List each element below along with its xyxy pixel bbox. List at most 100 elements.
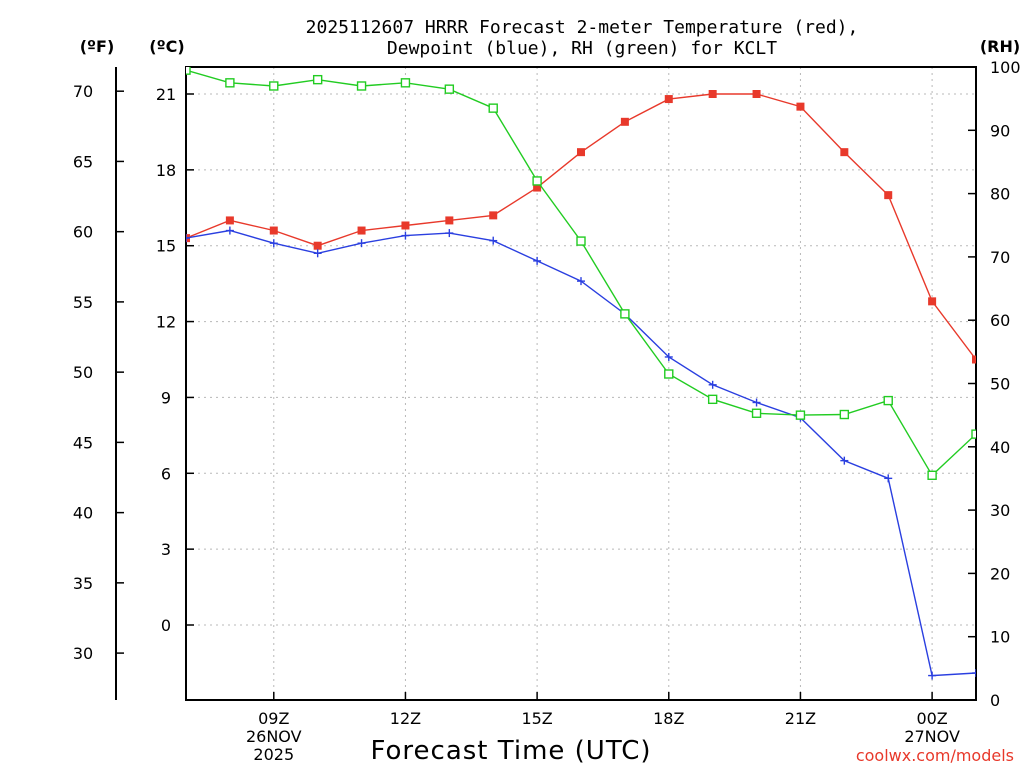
celsius-tick-label: 0 bbox=[161, 616, 171, 635]
rh-point bbox=[444, 84, 455, 94]
dewpoint-point bbox=[752, 398, 761, 407]
dewpoint-point bbox=[928, 671, 937, 680]
dewpoint-point bbox=[708, 380, 717, 389]
celsius-tick-label: 12 bbox=[156, 313, 176, 332]
x-tick-label: 26NOV bbox=[246, 727, 302, 746]
rh-point bbox=[400, 78, 411, 88]
rh-tick-label: 0 bbox=[990, 691, 1000, 710]
temperature-point bbox=[928, 297, 937, 306]
fahrenheit-tick-label: 35 bbox=[73, 574, 93, 593]
x-tick-label: 12Z bbox=[390, 709, 421, 728]
rh-point bbox=[664, 369, 674, 379]
dewpoint-point bbox=[225, 226, 234, 235]
x-tick-label: 2025 bbox=[253, 745, 294, 764]
rh-tick-label: 70 bbox=[990, 248, 1010, 267]
rh-point bbox=[839, 409, 850, 420]
temperature-point bbox=[884, 191, 893, 200]
dewpoint-point bbox=[972, 669, 976, 678]
series-line-dewpoint bbox=[186, 229, 976, 677]
temperature-point bbox=[708, 90, 717, 98]
chart-title-line-2: Dewpoint (blue), RH (green) for KCLT bbox=[387, 38, 777, 59]
rh-tick-label: 60 bbox=[990, 311, 1010, 330]
dewpoint-point bbox=[664, 352, 673, 361]
fahrenheit-tick-label: 40 bbox=[73, 504, 93, 523]
rh-point bbox=[356, 81, 367, 91]
celsius-tick-label: 15 bbox=[156, 237, 176, 256]
temperature-point bbox=[313, 241, 322, 250]
rh-point bbox=[488, 103, 498, 113]
dewpoint-point bbox=[357, 239, 366, 248]
fahrenheit-tick-label: 60 bbox=[73, 223, 93, 242]
rh-tick-label: 40 bbox=[990, 438, 1010, 457]
rh-point bbox=[312, 74, 323, 85]
x-axis-title: Forecast Time (UTC) bbox=[370, 736, 651, 766]
dewpoint-point bbox=[269, 239, 278, 248]
rh-point bbox=[225, 78, 235, 88]
temperature-point bbox=[620, 117, 629, 126]
series-temperature bbox=[186, 90, 976, 364]
temperature-point bbox=[796, 102, 805, 111]
rh-tick-label: 20 bbox=[990, 564, 1010, 583]
rh-point bbox=[620, 309, 630, 319]
temperature-point bbox=[445, 216, 454, 225]
temperature-point bbox=[401, 221, 410, 230]
temperature-point bbox=[664, 95, 673, 104]
rh-tick-label: 50 bbox=[990, 375, 1010, 394]
rh-point bbox=[795, 410, 806, 420]
x-tick-label: 27NOV bbox=[904, 727, 960, 746]
rh-point bbox=[707, 394, 718, 405]
rh-point bbox=[927, 470, 937, 480]
x-tick-label: 15Z bbox=[521, 709, 552, 728]
fahrenheit-tick-label: 65 bbox=[73, 152, 93, 171]
chart-title-line-1: 2025112607 HRRR Forecast 2-meter Tempera… bbox=[306, 17, 859, 38]
celsius-tick-label: 6 bbox=[161, 464, 171, 483]
dewpoint-point bbox=[313, 249, 322, 258]
temperature-point bbox=[225, 216, 234, 225]
temperature-point bbox=[577, 148, 585, 157]
fahrenheit-tick-label: 50 bbox=[73, 363, 93, 382]
rh-point bbox=[269, 81, 279, 91]
series-rh bbox=[186, 67, 976, 480]
axes bbox=[115, 66, 977, 701]
fahrenheit-tick-label: 70 bbox=[73, 82, 93, 101]
rh-tick-label: 30 bbox=[990, 501, 1010, 520]
celsius-tick-label: 21 bbox=[156, 85, 176, 104]
rh-unit-label: (RH) bbox=[980, 37, 1020, 56]
temperature-point bbox=[533, 183, 542, 192]
grid-lines bbox=[186, 67, 976, 700]
rh-tick-label: 100 bbox=[990, 58, 1021, 77]
x-tick-label: 09Z bbox=[258, 709, 289, 728]
plot-frame bbox=[185, 66, 977, 701]
temperature-point bbox=[840, 148, 849, 157]
dewpoint-point bbox=[577, 277, 585, 286]
rh-point bbox=[186, 67, 191, 75]
dewpoint-point bbox=[401, 231, 410, 240]
series-line-temperature bbox=[186, 93, 976, 360]
rh-tick-label: 80 bbox=[990, 185, 1010, 204]
rh-point bbox=[883, 395, 893, 406]
credit-label: coolwx.com/models bbox=[856, 746, 1014, 765]
celsius-tick-label: 18 bbox=[156, 161, 176, 180]
rh-point bbox=[971, 429, 976, 439]
fahrenheit-tick-label: 45 bbox=[73, 433, 93, 452]
temperature-point bbox=[489, 211, 498, 220]
celsius-tick-label: 3 bbox=[161, 540, 171, 559]
rh-point bbox=[576, 236, 586, 246]
series-dewpoint bbox=[186, 226, 976, 680]
dewpoint-point bbox=[489, 236, 498, 245]
temperature-point bbox=[269, 226, 278, 235]
series-layer bbox=[186, 67, 976, 680]
fahrenheit-unit-label: (ºF) bbox=[80, 37, 115, 56]
rh-point bbox=[532, 176, 542, 186]
temperature-point bbox=[357, 226, 366, 235]
temperature-point bbox=[752, 90, 761, 98]
dewpoint-point bbox=[445, 229, 454, 238]
x-tick-label: 21Z bbox=[785, 709, 816, 728]
celsius-tick-label: 9 bbox=[161, 388, 171, 407]
dewpoint-point bbox=[186, 234, 190, 243]
fahrenheit-tick-label: 55 bbox=[73, 293, 93, 312]
rh-tick-label: 90 bbox=[990, 121, 1010, 140]
celsius-unit-label: (ºC) bbox=[149, 37, 184, 56]
